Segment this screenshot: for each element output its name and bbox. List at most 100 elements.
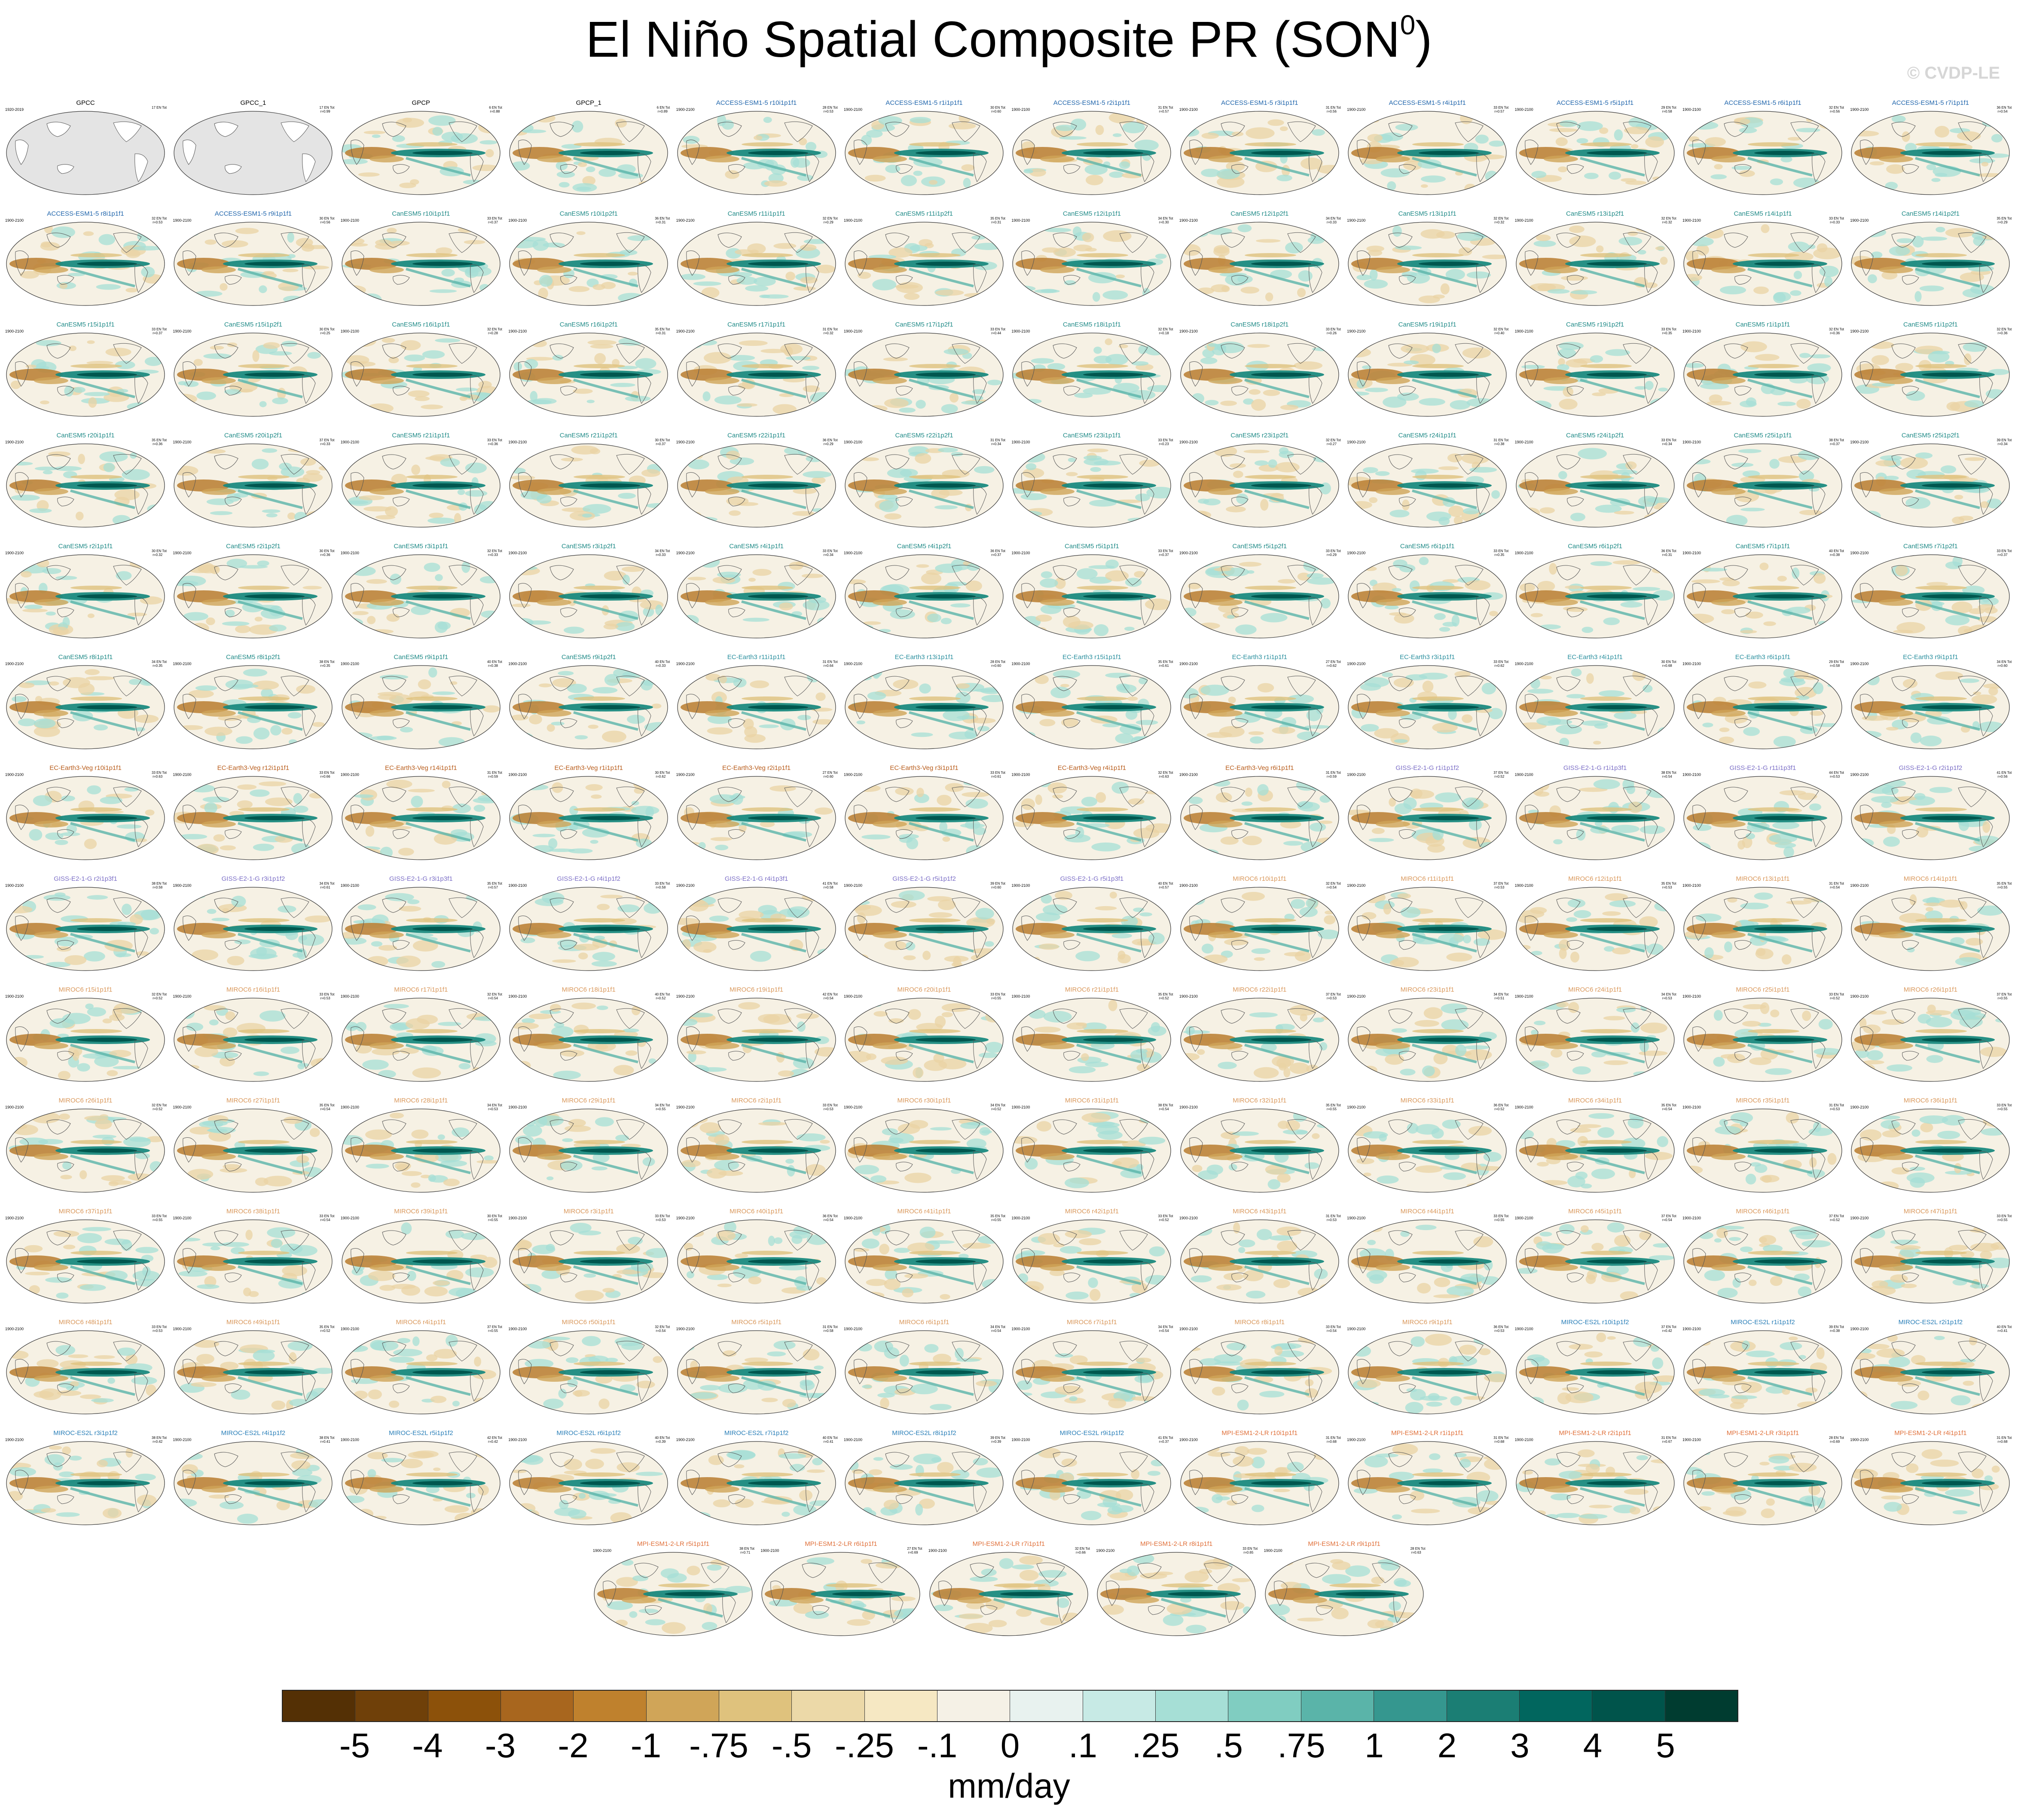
dry-band-south [1543,710,1578,717]
dry-anomaly [1458,247,1472,256]
map-border [509,111,668,195]
europe-outline [818,1005,833,1016]
dry-north [1077,1029,1129,1033]
dry-anomaly [1300,157,1323,170]
wet-core [1419,705,1479,709]
africa-outline [1860,140,1874,165]
panel-stats: 39 EN Tot r=0.60 [990,882,1005,889]
wet-anomaly [596,1005,608,1010]
map-border [1683,554,1842,638]
wet-anomaly [1809,354,1831,359]
panel-stats: 38 EN Tot r=0.54 [1661,771,1676,779]
wet-anomaly [1298,270,1313,282]
asia-outline [382,1008,406,1024]
wet-anomaly [342,159,368,165]
composite-map [1348,111,1507,195]
panel-title: GPCP [412,100,430,107]
panel-stats: 32 EN Tot r=0.63 [1158,771,1173,779]
dry-anomaly [1438,466,1459,470]
dry-anomaly [1893,629,1914,633]
south-america-outline [1309,486,1322,515]
europe-outline [1992,784,2007,794]
wet-anomaly [913,171,922,176]
dry-anomaly [1294,950,1311,962]
wet-core [1922,151,1982,155]
dry-anomaly [568,286,590,292]
australia-outline [225,1162,242,1172]
wet-anomaly [1023,169,1034,174]
map-panel: EC-Earth3-Veg r3i1p1f1 1900-2100 33 EN Tot… [842,765,1006,864]
dry-anomaly [187,1169,214,1180]
asia-outline [885,898,910,913]
dry-anomaly [1055,891,1073,900]
panel-years: 1900-2100 [508,218,527,223]
dry-band-south [705,710,739,717]
panel-years: 1900-2100 [1850,107,1869,112]
south-america-outline [470,375,484,404]
europe-outline [147,895,162,905]
dry-anomaly [938,899,956,910]
dry-anomaly [1446,953,1472,962]
map-panel: EC-Earth3 r4i1p1f1 1900-2100 30 EN Tot r=0… [1513,654,1677,753]
south-america-outline [134,597,148,626]
dry-band-south [537,156,572,162]
dry-band-south [1040,821,1075,828]
wet-anomaly [1584,173,1599,179]
dry-anomaly [1366,245,1385,252]
africa-outline [1860,805,1874,830]
wet-anomaly [1094,624,1109,636]
south-america-outline [302,486,316,515]
composite-map [6,443,165,528]
dry-anomaly [1759,562,1769,571]
africa-outline [518,250,532,276]
europe-outline [986,119,1001,129]
dry-band-south [537,1042,572,1049]
dry-north [1915,475,1967,479]
panel-years: 1900-2100 [1347,218,1366,223]
map-panel: EC-Earth3-Veg r6i1p1f1 1900-2100 31 EN Tot… [1178,765,1342,864]
composite-map [342,443,501,528]
dry-band-south [1879,710,1914,717]
wet-anomaly [1044,1011,1072,1023]
panel-years: 1900-2100 [1347,329,1366,333]
africa-outline [1692,1026,1706,1052]
panel-years: 1900-2100 [1850,329,1869,333]
dry-anomaly [1518,945,1531,950]
dry-anomaly [736,502,758,506]
europe-outline [1992,562,2007,573]
north-america-outline [952,232,980,253]
dry-anomaly [1980,1047,2007,1057]
map-panel: CanESM5 r18i1p2f1 1900-2100 33 EN Tot r=0.… [1178,321,1342,420]
dry-anomaly [1039,944,1059,950]
dry-anomaly [1188,583,1201,589]
dry-anomaly [801,574,823,578]
dry-north [1412,142,1464,147]
africa-outline [1860,1026,1874,1052]
wet-anomaly [1553,839,1563,845]
dry-north [741,142,793,147]
map-panel: EC-Earth3-Veg r2i1p1f1 1900-2100 27 EN Tot… [675,765,839,864]
dry-anomaly [1433,1052,1448,1065]
composite-map [1180,887,1339,971]
dry-anomaly [635,895,646,899]
spcz-wet [1915,1044,1981,1063]
wet-core [1922,594,1982,599]
wet-anomaly [1102,723,1120,727]
wet-anomaly [919,683,931,694]
map-panel: CanESM5 r3i1p2f1 1900-2100 34 EN Tot r=0.3… [507,543,671,642]
europe-outline [1657,119,1672,129]
north-america-outline [616,121,645,142]
dry-anomaly [1640,1022,1667,1034]
dry-anomaly [1568,1002,1579,1013]
dry-anomaly [263,1176,293,1187]
wet-core [1083,816,1144,820]
panel-stats: 34 EN Tot r=0.61 [319,882,335,889]
wet-anomaly [552,354,564,361]
wet-anomaly [1441,1003,1468,1014]
dry-anomaly [895,787,914,796]
africa-outline [1021,472,1035,498]
wet-anomaly [1313,1017,1324,1023]
map-border [1851,554,2010,638]
dry-anomaly [1239,562,1262,567]
wet-anomaly [348,849,357,854]
